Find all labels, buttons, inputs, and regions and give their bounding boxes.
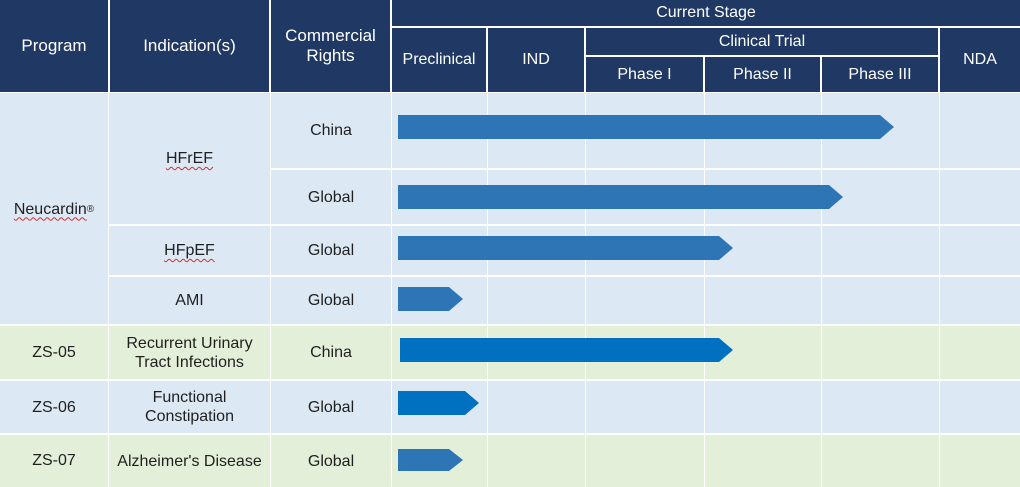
program-zs06: ZS-06 <box>32 398 76 416</box>
header-ind: IND <box>488 28 584 92</box>
arrow-shape <box>398 236 733 260</box>
arrow-shape <box>398 185 843 209</box>
grid-line <box>939 93 940 487</box>
rights-r3: Global <box>307 242 355 259</box>
grid-line <box>108 93 109 487</box>
grid-line <box>270 93 271 487</box>
grid-line <box>391 93 392 487</box>
rights-r6: Global <box>307 398 355 416</box>
header-nda: NDA <box>940 28 1020 92</box>
grid-line <box>704 93 705 487</box>
program-zs07: ZS-07 <box>32 452 76 469</box>
row-bg-zs07 <box>0 434 1020 487</box>
progress-arrow-zs07-global <box>398 449 463 471</box>
grid-line <box>0 324 1020 326</box>
indication-functional-constipation: Functional Constipation <box>145 389 234 425</box>
grid-line <box>271 168 1020 170</box>
header-preclinical: Preclinical <box>392 28 486 92</box>
arrow-shape <box>398 391 479 415</box>
grid-line <box>821 93 822 487</box>
program-neucardin: Neucardin ® <box>0 93 108 325</box>
header-rights: Commercial Rights <box>271 0 390 92</box>
rights-r1: China <box>310 122 352 139</box>
program-name: Neucardin <box>13 200 87 218</box>
header-phase-3: Phase III <box>822 57 938 92</box>
rights-r5: China <box>310 344 352 361</box>
progress-arrow-neucardin-ami-global <box>398 287 463 311</box>
arrow-shape <box>398 287 463 311</box>
indication-alzheimers: Alzheimer's Disease <box>117 452 262 470</box>
row-bg-zs06 <box>0 380 1020 434</box>
grid-line <box>487 93 488 487</box>
arrow-shape <box>398 449 463 471</box>
progress-arrow-neucardin-hfref-global <box>398 185 843 209</box>
grid-line <box>109 224 1020 226</box>
rights-r2: Global <box>307 188 355 206</box>
header-phase-2: Phase II <box>705 57 820 92</box>
rights-r7: Global <box>307 452 355 470</box>
header-indication: Indication(s) <box>110 0 269 92</box>
arrow-shape <box>398 115 894 139</box>
grid-line <box>585 93 586 487</box>
grid-line <box>109 275 1020 277</box>
arrow-shape <box>400 338 733 362</box>
progress-arrow-neucardin-hfpef-global <box>398 236 733 260</box>
progress-arrow-zs06-global <box>398 391 479 415</box>
rights-r4: Global <box>307 292 355 309</box>
header-current-stage: Current Stage <box>392 0 1020 26</box>
registered-mark: ® <box>86 203 95 215</box>
indication-ami: AMI <box>175 292 204 309</box>
grid-line <box>0 433 1020 435</box>
indication-hfpef: HFpEF <box>164 242 215 259</box>
header-phase-1: Phase I <box>586 57 703 92</box>
progress-arrow-neucardin-hfref-china <box>398 115 894 139</box>
header-clinical-trial: Clinical Trial <box>586 28 938 55</box>
progress-arrow-zs05-china <box>400 338 733 362</box>
grid-line <box>0 379 1020 381</box>
indication-ruti: Recurrent Urinary Tract Infections <box>126 334 253 371</box>
header-program: Program <box>0 0 108 92</box>
indication-hfref: HFrEF <box>165 150 214 167</box>
program-zs05: ZS-05 <box>32 344 76 361</box>
